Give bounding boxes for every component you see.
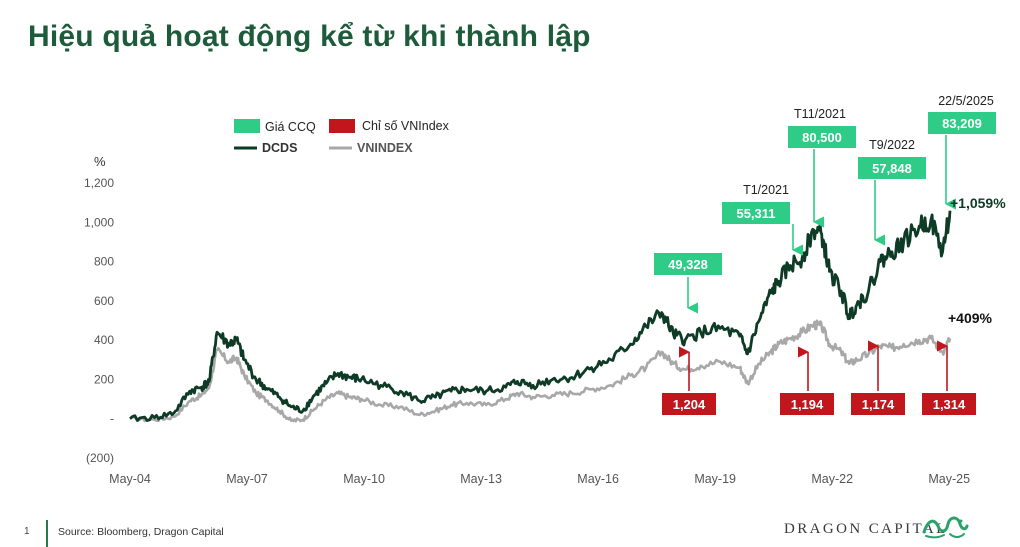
x-tick-label: May-19	[694, 472, 736, 486]
fund-price-label: 55,311	[736, 206, 775, 221]
legend-label: Giá CCQ	[265, 120, 316, 134]
x-tick-label: May-16	[577, 472, 619, 486]
vnindex-level-label: 1,194	[791, 397, 824, 412]
y-tick-label: 400	[94, 333, 114, 347]
vnindex-level-label: 1,174	[862, 397, 895, 412]
fund-price-box	[722, 202, 790, 224]
vnindex-return-label: +409%	[948, 310, 993, 326]
x-tick-label: May-04	[109, 472, 151, 486]
page-number: 1	[24, 526, 30, 537]
fund-price-box	[928, 112, 996, 134]
vnindex-level-box	[662, 393, 716, 415]
fund-price-box	[858, 157, 926, 179]
y-tick-label: 1,200	[84, 176, 114, 190]
y-axis-label: %	[94, 154, 106, 169]
fund-price-label: 80,500	[802, 130, 842, 145]
legend-label: DCDS	[262, 141, 297, 155]
y-tick-label: 600	[94, 294, 114, 308]
y-tick-label: 200	[94, 372, 114, 386]
annotation-date-label: 22/5/2025	[938, 94, 994, 108]
legend-swatch-vnindex-level	[329, 119, 355, 133]
fund-price-label: 83,209	[942, 116, 982, 131]
vnindex-level-label: 1,314	[933, 397, 966, 412]
annotation-date-label: T1/2021	[743, 183, 789, 197]
legend-swatch-fund-price	[234, 119, 260, 133]
legend-label: Chỉ số VNIndex	[362, 119, 450, 133]
series-line-dcds	[129, 210, 952, 422]
page-title: Hiệu quả hoạt động kể từ khi thành lập	[28, 20, 591, 53]
annotation-date-label: T9/2022	[869, 138, 915, 152]
x-tick-label: May-22	[811, 472, 853, 486]
y-tick-label: -	[110, 412, 114, 426]
vnindex-level-box	[922, 393, 976, 415]
y-tick-label: 1,000	[84, 215, 114, 229]
vnindex-level-label: 1,204	[673, 397, 706, 412]
fund-price-label: 49,328	[668, 257, 708, 272]
dragon-logo-icon	[922, 516, 969, 539]
y-tick-label: (200)	[86, 451, 114, 465]
fund-price-box	[788, 126, 856, 148]
y-tick-label: 800	[94, 255, 114, 269]
annotation-date-label: T11/2021	[794, 107, 846, 121]
series-line-vnindex	[129, 319, 952, 423]
x-tick-label: May-07	[226, 472, 268, 486]
x-tick-label: May-13	[460, 472, 502, 486]
source-note: Source: Bloomberg, Dragon Capital	[58, 526, 224, 538]
brand-name: DRAGON CAPITAL	[784, 521, 948, 537]
fund-price-label: 57,848	[872, 161, 912, 176]
vnindex-level-box	[780, 393, 834, 415]
x-tick-label: May-25	[928, 472, 970, 486]
footer-divider	[46, 520, 48, 547]
dcds-return-label: +1,059%	[950, 195, 1006, 211]
fund-price-box	[654, 253, 722, 275]
x-tick-label: May-10	[343, 472, 385, 486]
legend-label: VNINDEX	[357, 141, 413, 155]
vnindex-level-box	[851, 393, 905, 415]
